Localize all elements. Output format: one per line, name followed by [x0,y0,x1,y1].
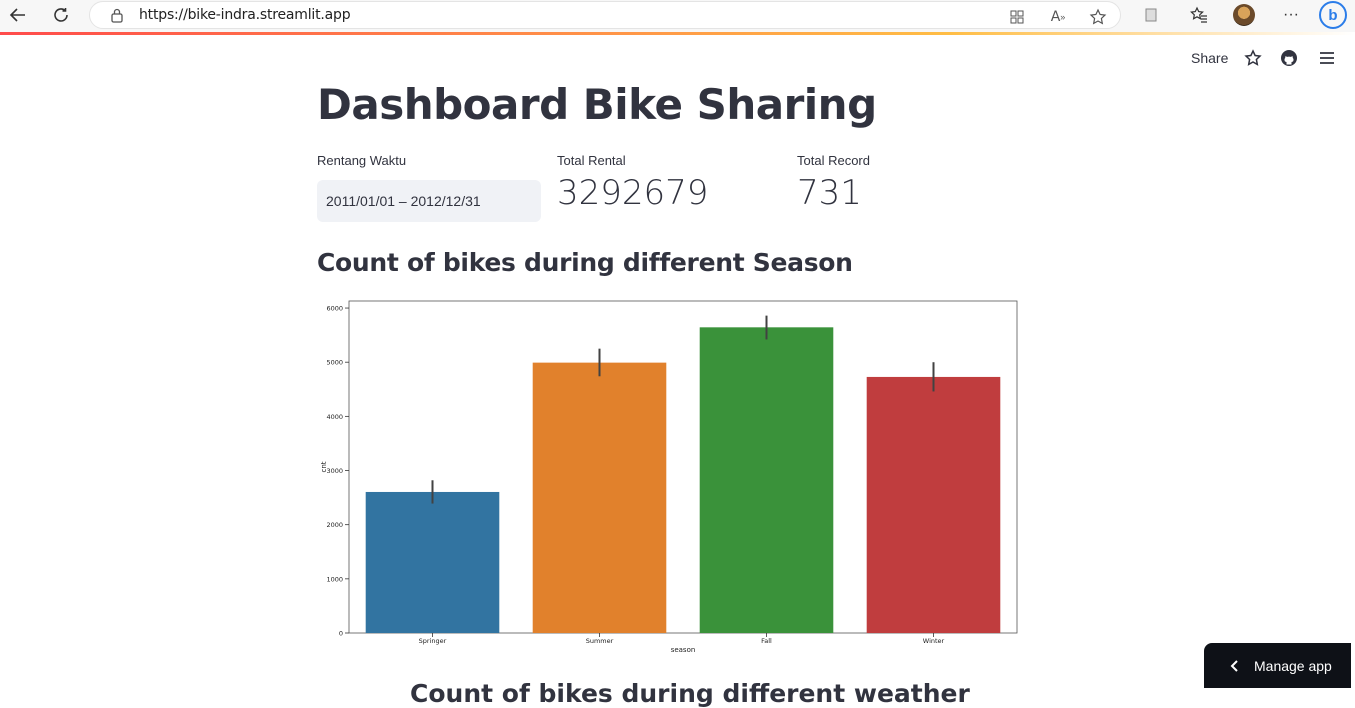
metric-value-total-rental: 3292679 [557,173,709,213]
streamlit-decoration-bar [0,32,1355,35]
chart-frame [348,300,1018,634]
y-tick-label: 6000 [326,305,343,313]
share-button[interactable]: Share [1191,50,1229,66]
bar-fall [699,327,834,633]
metric-label-total-rental: Total Rental [557,153,626,168]
star-icon[interactable] [1244,48,1262,68]
bar-summer [532,362,667,633]
y-axis-label: cnt [320,461,328,472]
season-chart-title: Count of bikes during different Season [317,248,853,277]
x-tick-label: Fall [761,637,772,645]
browser-toolbar: https://bike-indra.streamlit.app A» ··· … [0,0,1355,32]
date-range-label: Rentang Waktu [317,153,407,168]
github-icon[interactable] [1280,48,1298,68]
chevron-left-icon [1230,659,1238,672]
favorites-icon[interactable] [1188,4,1210,26]
refresh-icon[interactable] [48,4,74,26]
date-range-input[interactable]: 2011/01/01 – 2012/12/31 [317,180,541,222]
bar-winter [866,376,1001,633]
season-bar-chart: 0 1000 2000 3000 4000 5000 6000 Springer Summer F… [317,296,1023,658]
y-tick-label: 0 [339,630,343,638]
page-title: Dashboard Bike Sharing [317,80,877,129]
favorite-star-icon[interactable] [1087,6,1109,28]
x-tick-label: Winter [923,637,945,645]
bar-springer [365,491,500,633]
reading-view-icon[interactable] [1140,4,1162,26]
weather-chart-title: Count of bikes during different weather [410,679,970,708]
app-available-icon[interactable] [1006,6,1028,28]
read-aloud-icon[interactable]: A» [1050,9,1066,25]
more-options-icon[interactable]: ··· [1283,6,1299,23]
manage-app-label: Manage app [1254,657,1332,674]
y-tick-label: 2000 [326,521,343,529]
url-text: https://bike-indra.streamlit.app [139,7,351,23]
address-bar[interactable]: https://bike-indra.streamlit.app A» [89,1,1121,29]
metric-label-total-record: Total Record [797,153,870,168]
main-menu-icon[interactable] [1319,48,1335,68]
back-icon[interactable] [5,4,31,26]
manage-app-button[interactable]: Manage app [1204,643,1351,688]
x-tick-label: Springer [419,637,447,645]
y-tick-label: 5000 [326,359,343,367]
season-bar-chart-svg: 0 1000 2000 3000 4000 5000 6000 Springer Summer F… [320,300,1018,654]
x-axis-label: season [671,646,696,654]
profile-avatar[interactable] [1233,4,1255,26]
metric-value-total-record: 731 [797,173,862,213]
y-tick-label: 3000 [326,467,343,475]
lock-icon [110,7,126,23]
bing-copilot-icon[interactable]: b [1318,0,1348,30]
y-tick-label: 4000 [326,413,343,421]
y-tick-label: 1000 [326,575,343,583]
x-tick-label: Summer [586,637,614,645]
